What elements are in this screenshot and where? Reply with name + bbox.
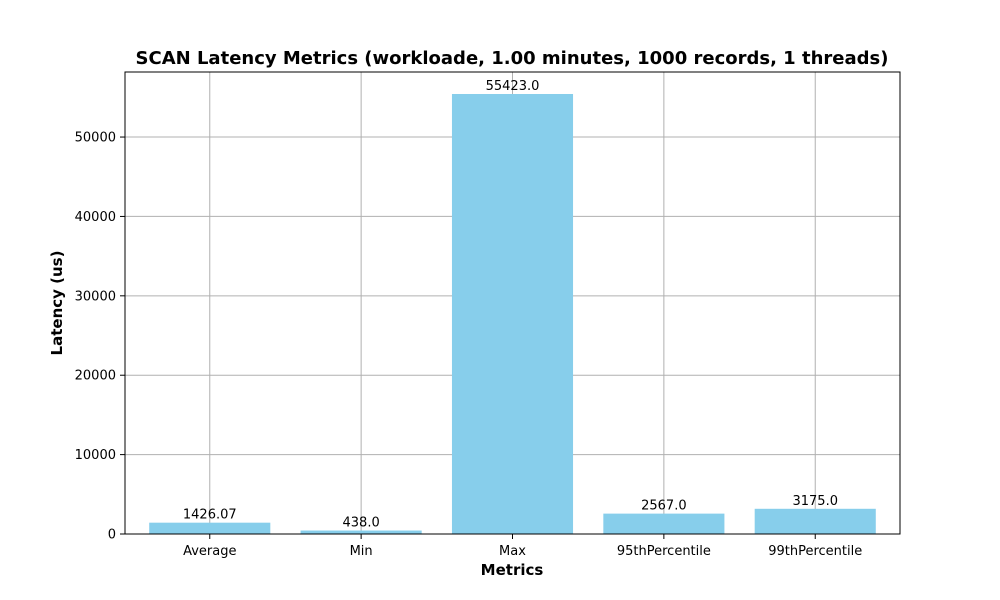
bars — [149, 93, 876, 534]
x-tick-label: 99thPercentile — [768, 544, 862, 559]
chart-title: SCAN Latency Metrics (workloade, 1.00 mi… — [136, 48, 889, 69]
bar-average — [149, 522, 271, 534]
bar-min — [300, 530, 422, 534]
y-tick-label: 0 — [108, 528, 116, 543]
y-tick-label: 20000 — [75, 369, 116, 384]
data-label: 438.0 — [343, 516, 380, 531]
bar-max — [451, 93, 574, 534]
y-tick-label: 40000 — [75, 210, 116, 225]
x-tick-label: Max — [499, 544, 526, 559]
y-tick-label: 30000 — [75, 289, 116, 304]
x-tick-label: 95thPercentile — [617, 544, 711, 559]
x-tick-label: Average — [183, 544, 236, 559]
data-labels: 1426.07 438.0 55423.0 2567.0 3175.0 — [183, 79, 838, 531]
data-label: 55423.0 — [486, 79, 540, 94]
y-tick-label: 10000 — [75, 448, 116, 463]
y-axis-ticks: 0 10000 20000 30000 40000 50000 — [75, 131, 125, 543]
y-tick-label: 50000 — [75, 131, 116, 146]
x-tick-label: Min — [350, 544, 373, 559]
x-axis-ticks: Average Min Max 95thPercentile 99thPercentil… — [183, 534, 862, 559]
x-axis-label: Metrics — [481, 561, 544, 579]
bar-95thpercentile — [603, 513, 725, 534]
bar-99thpercentile — [754, 508, 876, 534]
data-label: 2567.0 — [641, 499, 687, 514]
data-label: 3175.0 — [792, 494, 838, 509]
data-label: 1426.07 — [183, 508, 237, 523]
y-axis-label: Latency (us) — [48, 251, 66, 356]
